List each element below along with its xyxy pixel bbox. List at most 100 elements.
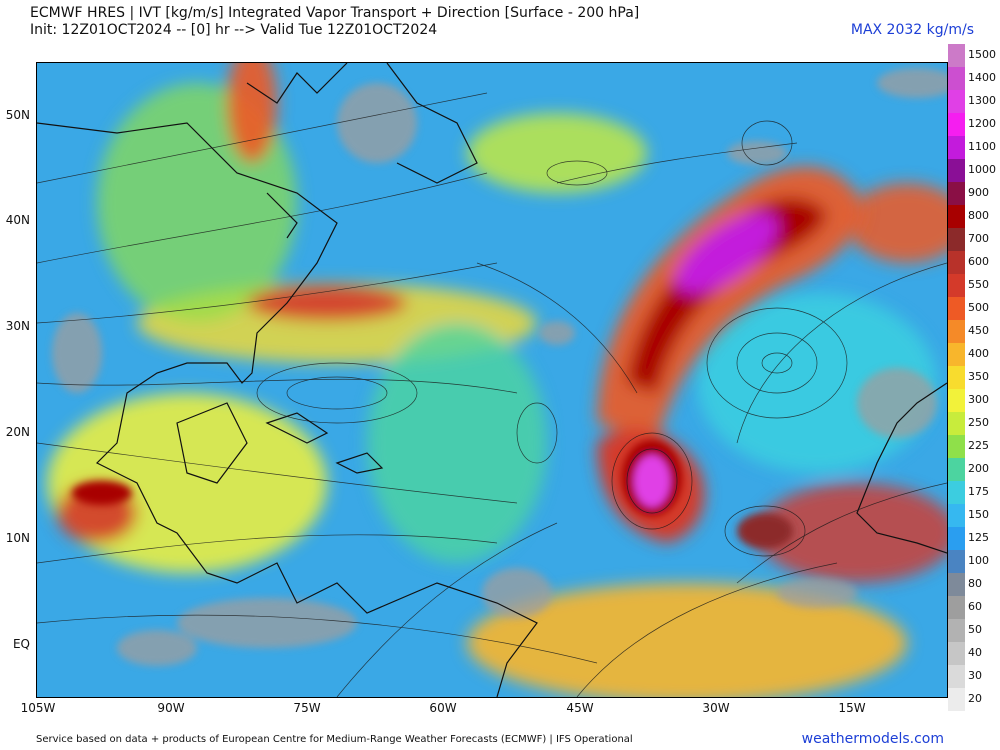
legend-swatch: 1100 (948, 136, 1000, 159)
lon-label: 90W (157, 701, 185, 715)
legend-level-label: 1500 (968, 48, 996, 61)
legend-level-label: 125 (968, 531, 989, 544)
legend-swatch: 1400 (948, 67, 1000, 90)
legend-color-bar (948, 389, 965, 412)
legend-level-label: 20 (968, 692, 982, 705)
legend-swatch: 60 (948, 596, 1000, 619)
legend-swatch: 400 (948, 343, 1000, 366)
legend-swatch: 350 (948, 366, 1000, 389)
legend-swatch: 80 (948, 573, 1000, 596)
legend-swatch: 20 (948, 688, 1000, 711)
legend-swatch: 50 (948, 619, 1000, 642)
legend-swatch: 600 (948, 251, 1000, 274)
legend-level-label: 80 (968, 577, 982, 590)
chart-title: ECMWF HRES | IVT [kg/m/s] Integrated Vap… (30, 5, 639, 39)
legend-swatch: 300 (948, 389, 1000, 412)
title-line-1: ECMWF HRES | IVT [kg/m/s] Integrated Vap… (30, 5, 640, 21)
legend-level-label: 350 (968, 370, 989, 383)
low-ivt-areas (52, 68, 947, 666)
legend-swatch: 1200 (948, 113, 1000, 136)
legend-color-bar (948, 412, 965, 435)
legend-level-label: 200 (968, 462, 989, 475)
lat-label: 30N (5, 319, 30, 333)
legend-swatch: 700 (948, 228, 1000, 251)
lon-label: 105W (20, 701, 56, 715)
lat-label: 40N (5, 213, 30, 227)
legend-color-bar (948, 665, 965, 688)
legend-level-label: 1400 (968, 71, 996, 84)
legend-swatch: 175 (948, 481, 1000, 504)
legend-level-label: 1300 (968, 94, 996, 107)
legend-level-label: 550 (968, 278, 989, 291)
legend-level-label: 175 (968, 485, 989, 498)
source-credit: Service based on data + products of Euro… (36, 734, 633, 745)
legend-color-bar (948, 481, 965, 504)
lon-label: 75W (293, 701, 321, 715)
legend-color-bar (948, 251, 965, 274)
lat-label: 20N (5, 425, 30, 439)
lon-label: 60W (429, 701, 457, 715)
legend-level-label: 800 (968, 209, 989, 222)
legend-level-label: 150 (968, 508, 989, 521)
max-value-label: MAX 2032 kg/m/s (850, 22, 974, 38)
legend-level-label: 900 (968, 186, 989, 199)
legend-color-bar (948, 619, 965, 642)
legend-swatch: 1000 (948, 159, 1000, 182)
legend-color-bar (948, 67, 965, 90)
legend-color-bar (948, 136, 965, 159)
brand-link[interactable]: weathermodels.com (801, 731, 944, 747)
lon-label: 45W (566, 701, 594, 715)
legend-level-label: 250 (968, 416, 989, 429)
legend-level-label: 50 (968, 623, 982, 636)
legend-color-bar (948, 458, 965, 481)
legend-color-bar (948, 320, 965, 343)
legend-swatch: 800 (948, 205, 1000, 228)
legend-swatch: 200 (948, 458, 1000, 481)
legend-color-bar (948, 688, 965, 711)
legend-swatch: 1500 (948, 44, 1000, 67)
legend-color-bar (948, 90, 965, 113)
legend-level-label: 1200 (968, 117, 996, 130)
legend-level-label: 700 (968, 232, 989, 245)
atmospheric-river (597, 166, 863, 543)
legend-swatch: 1300 (948, 90, 1000, 113)
legend-color-bar (948, 435, 965, 458)
legend-level-label: 1100 (968, 140, 996, 153)
legend-color-bar (948, 182, 965, 205)
legend-color-bar (948, 573, 965, 596)
legend-swatch: 125 (948, 527, 1000, 550)
legend-swatch: 100 (948, 550, 1000, 573)
legend-swatch: 250 (948, 412, 1000, 435)
legend-level-label: 225 (968, 439, 989, 452)
legend-color-bar (948, 642, 965, 665)
legend-color-bar (948, 366, 965, 389)
lat-label: 10N (5, 531, 30, 545)
legend-swatch: 550 (948, 274, 1000, 297)
vapor-direction-streamlines (37, 92, 947, 697)
legend-level-label: 40 (968, 646, 982, 659)
legend-color-bar (948, 274, 965, 297)
legend-swatch: 900 (948, 182, 1000, 205)
legend-swatch: 30 (948, 665, 1000, 688)
legend-color-bar (948, 596, 965, 619)
legend-level-label: 300 (968, 393, 989, 406)
legend-level-label: 1000 (968, 163, 996, 176)
legend-level-label: 450 (968, 324, 989, 337)
legend-level-label: 600 (968, 255, 989, 268)
legend-level-label: 30 (968, 669, 982, 682)
legend-color-bar (948, 550, 965, 573)
lat-label: EQ (12, 637, 30, 651)
legend-color-bar (948, 343, 965, 366)
legend-color-bar (948, 504, 965, 527)
legend-color-bar (948, 44, 965, 67)
legend-color-bar (948, 297, 965, 320)
legend-swatch: 450 (948, 320, 1000, 343)
ivt-map (36, 62, 948, 698)
legend-level-label: 100 (968, 554, 989, 567)
legend-color-bar (948, 159, 965, 182)
legend-swatch: 500 (948, 297, 1000, 320)
legend-level-label: 500 (968, 301, 989, 314)
legend-swatch: 40 (948, 642, 1000, 665)
title-line-2: Init: 12Z01OCT2024 -- [0] hr --> Valid T… (30, 22, 438, 38)
legend-color-bar (948, 228, 965, 251)
